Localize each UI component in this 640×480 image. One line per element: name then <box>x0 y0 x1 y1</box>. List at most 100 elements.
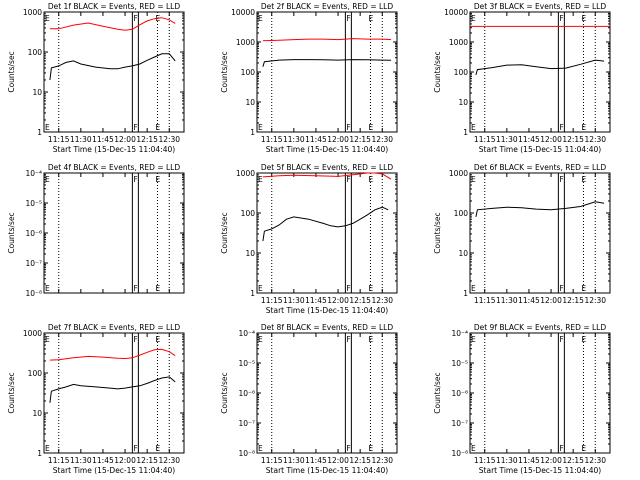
x-tick-label: 12:30 <box>158 456 180 465</box>
marker-label-bottom: E <box>258 284 263 293</box>
panel-title: Det 9f BLACK = Events, RED = LLD <box>474 323 607 332</box>
y-tick-label: 10⁻⁶ <box>25 229 42 238</box>
panel-title: Det 5f BLACK = Events, RED = LLD <box>261 163 394 172</box>
plot-frame <box>256 172 398 294</box>
marker-label-bottom: F <box>133 123 137 132</box>
x-tick-label: 12:30 <box>371 456 393 465</box>
x-tick-label: 11:15 <box>261 296 283 305</box>
panel-title: Det 2f BLACK = Events, RED = LLD <box>261 2 394 11</box>
marker-label-top: F <box>346 335 350 344</box>
y-tick-label: 10⁻⁴ <box>451 329 468 338</box>
y-tick-label: 1000 <box>236 38 255 47</box>
marker-label-bottom: E <box>581 284 586 293</box>
x-tick-label: 12:15 <box>349 456 371 465</box>
plot-frame <box>469 332 611 454</box>
y-tick-label: 1000 <box>23 329 42 338</box>
y-axis-label: Counts/sec <box>433 212 442 253</box>
x-tick-label: 11:30 <box>496 296 518 305</box>
marker-label-top: E <box>581 175 586 184</box>
y-axis-label: Counts/sec <box>220 212 229 253</box>
marker-label-top: E <box>368 14 373 23</box>
x-tick-label: 12:30 <box>584 296 606 305</box>
lld-series-line <box>262 172 392 180</box>
x-tick-label: 11:30 <box>70 135 92 144</box>
events-series-line <box>475 201 605 218</box>
y-tick-label: 10⁻⁵ <box>238 359 255 368</box>
x-tick-label: 12:00 <box>114 456 136 465</box>
x-tick-label: 11:30 <box>496 456 518 465</box>
marker-label-top: E <box>45 14 50 23</box>
x-tick-label: 12:30 <box>584 456 606 465</box>
y-tick-label: 10⁻⁶ <box>238 389 255 398</box>
panel-title: Det 6f BLACK = Events, RED = LLD <box>474 163 607 172</box>
panel-title: Det 8f BLACK = Events, RED = LLD <box>261 323 394 332</box>
x-tick-label: 12:15 <box>136 135 158 144</box>
y-tick-label: 10⁻⁸ <box>451 449 468 458</box>
y-axis-label: Counts/sec <box>7 212 16 253</box>
plot-frame <box>256 11 398 133</box>
panel-det-5: Det 5f BLACK = Events, RED = LLD 1 10 100 10… <box>220 163 398 315</box>
panel-det-1: Det 1f BLACK = Events, RED = LLD 1 10 100 10… <box>7 2 185 154</box>
y-axis-label: Counts/sec <box>433 372 442 413</box>
y-tick-label: 10⁻⁴ <box>238 329 255 338</box>
events-series-line <box>262 59 392 67</box>
y-tick-label: 10000 <box>231 8 255 17</box>
x-tick-label: 12:00 <box>327 296 349 305</box>
y-tick-label: 10⁻⁵ <box>25 199 42 208</box>
panel-title: Det 1f BLACK = Events, RED = LLD <box>48 2 181 11</box>
plot-frame <box>469 172 611 294</box>
panel-title: Det 3f BLACK = Events, RED = LLD <box>474 2 607 11</box>
y-tick-label: 1 <box>463 289 468 298</box>
y-tick-label: 1000 <box>23 8 42 17</box>
y-tick-label: 100 <box>241 209 256 218</box>
marker-label-bottom: E <box>471 123 476 132</box>
marker-label-bottom: E <box>258 123 263 132</box>
x-tick-label: 12:15 <box>562 456 584 465</box>
x-axis-label: Start Time (15-Dec-15 11:04:40) <box>53 466 175 475</box>
events-series-line <box>475 59 605 76</box>
x-tick-label: 12:30 <box>584 135 606 144</box>
y-tick-label: 10⁻⁷ <box>238 419 255 428</box>
x-tick-label: 12:00 <box>540 296 562 305</box>
x-axis-label: Start Time (15-Dec-15 11:04:40) <box>266 145 388 154</box>
x-tick-label: 12:30 <box>371 296 393 305</box>
x-axis-label: Start Time (15-Dec-15 11:04:40) <box>266 466 388 475</box>
marker-label-top: E <box>581 335 586 344</box>
marker-label-top: F <box>133 175 137 184</box>
marker-label-bottom: E <box>581 444 586 453</box>
marker-label-top: E <box>471 335 476 344</box>
panel-det-2: Det 2f BLACK = Events, RED = LLD 1 10 100 10… <box>220 2 398 154</box>
marker-label-top: F <box>133 14 137 23</box>
x-tick-label: 11:45 <box>92 135 114 144</box>
y-tick-label: 10000 <box>444 8 468 17</box>
y-tick-label: 100 <box>28 48 43 57</box>
marker-label-bottom: F <box>346 123 350 132</box>
x-tick-label: 11:30 <box>283 135 305 144</box>
x-tick-label: 12:00 <box>540 135 562 144</box>
x-axis-label: Start Time (15-Dec-15 11:04:40) <box>266 306 388 315</box>
y-axis-label: Counts/sec <box>7 372 16 413</box>
y-tick-label: 1 <box>37 128 42 137</box>
x-tick-label: 11:45 <box>305 135 327 144</box>
x-tick-label: 12:15 <box>349 135 371 144</box>
marker-label-bottom: E <box>45 284 50 293</box>
y-tick-label: 1 <box>250 289 255 298</box>
x-tick-label: 11:15 <box>474 135 496 144</box>
x-tick-label: 11:30 <box>283 296 305 305</box>
x-tick-label: 11:15 <box>48 135 70 144</box>
x-tick-label: 11:15 <box>474 456 496 465</box>
marker-label-bottom: E <box>155 284 160 293</box>
x-tick-label: 11:45 <box>305 456 327 465</box>
y-axis-label: Counts/sec <box>220 51 229 92</box>
marker-label-top: E <box>368 335 373 344</box>
y-tick-label: 10⁻⁴ <box>25 169 42 178</box>
x-tick-label: 11:30 <box>70 456 92 465</box>
x-tick-label: 12:00 <box>114 135 136 144</box>
y-tick-label: 10 <box>458 249 468 258</box>
x-axis-label: Start Time (15-Dec-15 11:04:40) <box>479 466 601 475</box>
x-tick-label: 11:15 <box>474 296 496 305</box>
marker-label-bottom: E <box>368 284 373 293</box>
x-tick-label: 12:15 <box>562 135 584 144</box>
x-tick-label: 11:45 <box>518 296 540 305</box>
